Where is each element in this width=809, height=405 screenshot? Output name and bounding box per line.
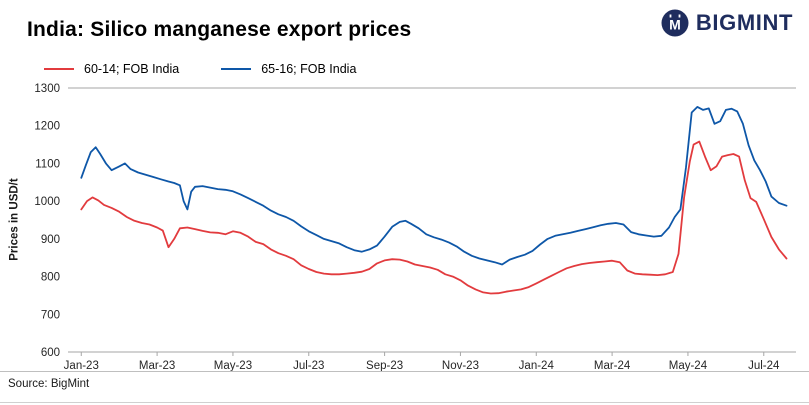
x-tick-label: Nov-23 bbox=[442, 360, 479, 372]
svg-text:M: M bbox=[669, 17, 681, 33]
chart-legend: 60-14; FOB India 65-16; FOB India bbox=[44, 62, 356, 76]
bigmint-logo-text: BIGMINT bbox=[695, 10, 793, 35]
page-title: India: Silico manganese export prices bbox=[27, 18, 412, 41]
y-tick-label: 1100 bbox=[35, 158, 60, 170]
legend-label-65-16: 65-16; FOB India bbox=[261, 62, 357, 76]
legend-item-65-16: 65-16; FOB India bbox=[221, 62, 356, 76]
bigmint-circle-m-icon: M bbox=[661, 9, 689, 37]
x-tick-label: May-24 bbox=[669, 360, 708, 372]
x-tick-label: May-23 bbox=[214, 360, 252, 372]
source-note: Source: BigMint bbox=[8, 378, 90, 390]
x-tick-label: Jan-23 bbox=[64, 360, 99, 372]
bigmint-logo: M BIGMINT bbox=[660, 8, 793, 38]
y-tick-label: 700 bbox=[41, 309, 60, 321]
y-tick-label: 600 bbox=[41, 347, 60, 359]
legend-line-red-icon bbox=[44, 68, 74, 70]
y-tick-label: 900 bbox=[41, 234, 60, 246]
x-tick-label: Jul-23 bbox=[293, 360, 324, 372]
y-tick-label: 1200 bbox=[34, 121, 60, 133]
x-tick-label: Sep-23 bbox=[366, 360, 403, 372]
legend-label-60-14: 60-14; FOB India bbox=[84, 62, 180, 76]
x-tick-label: Jan-24 bbox=[519, 360, 555, 372]
y-tick-label: 1300 bbox=[34, 83, 60, 95]
x-tick-label: Mar-23 bbox=[139, 360, 175, 372]
series-line-1 bbox=[80, 106, 788, 266]
x-tick-label: Mar-24 bbox=[594, 360, 631, 372]
y-tick-label: 800 bbox=[41, 272, 60, 284]
legend-item-60-14: 60-14; FOB India bbox=[44, 62, 179, 76]
y-tick-label: 1000 bbox=[34, 196, 60, 208]
bottom-rule bbox=[0, 402, 809, 403]
legend-line-blue-icon bbox=[221, 68, 252, 70]
series-line-0 bbox=[80, 140, 788, 295]
x-tick-label: Jul-24 bbox=[748, 360, 780, 372]
footer-divider bbox=[0, 371, 809, 372]
